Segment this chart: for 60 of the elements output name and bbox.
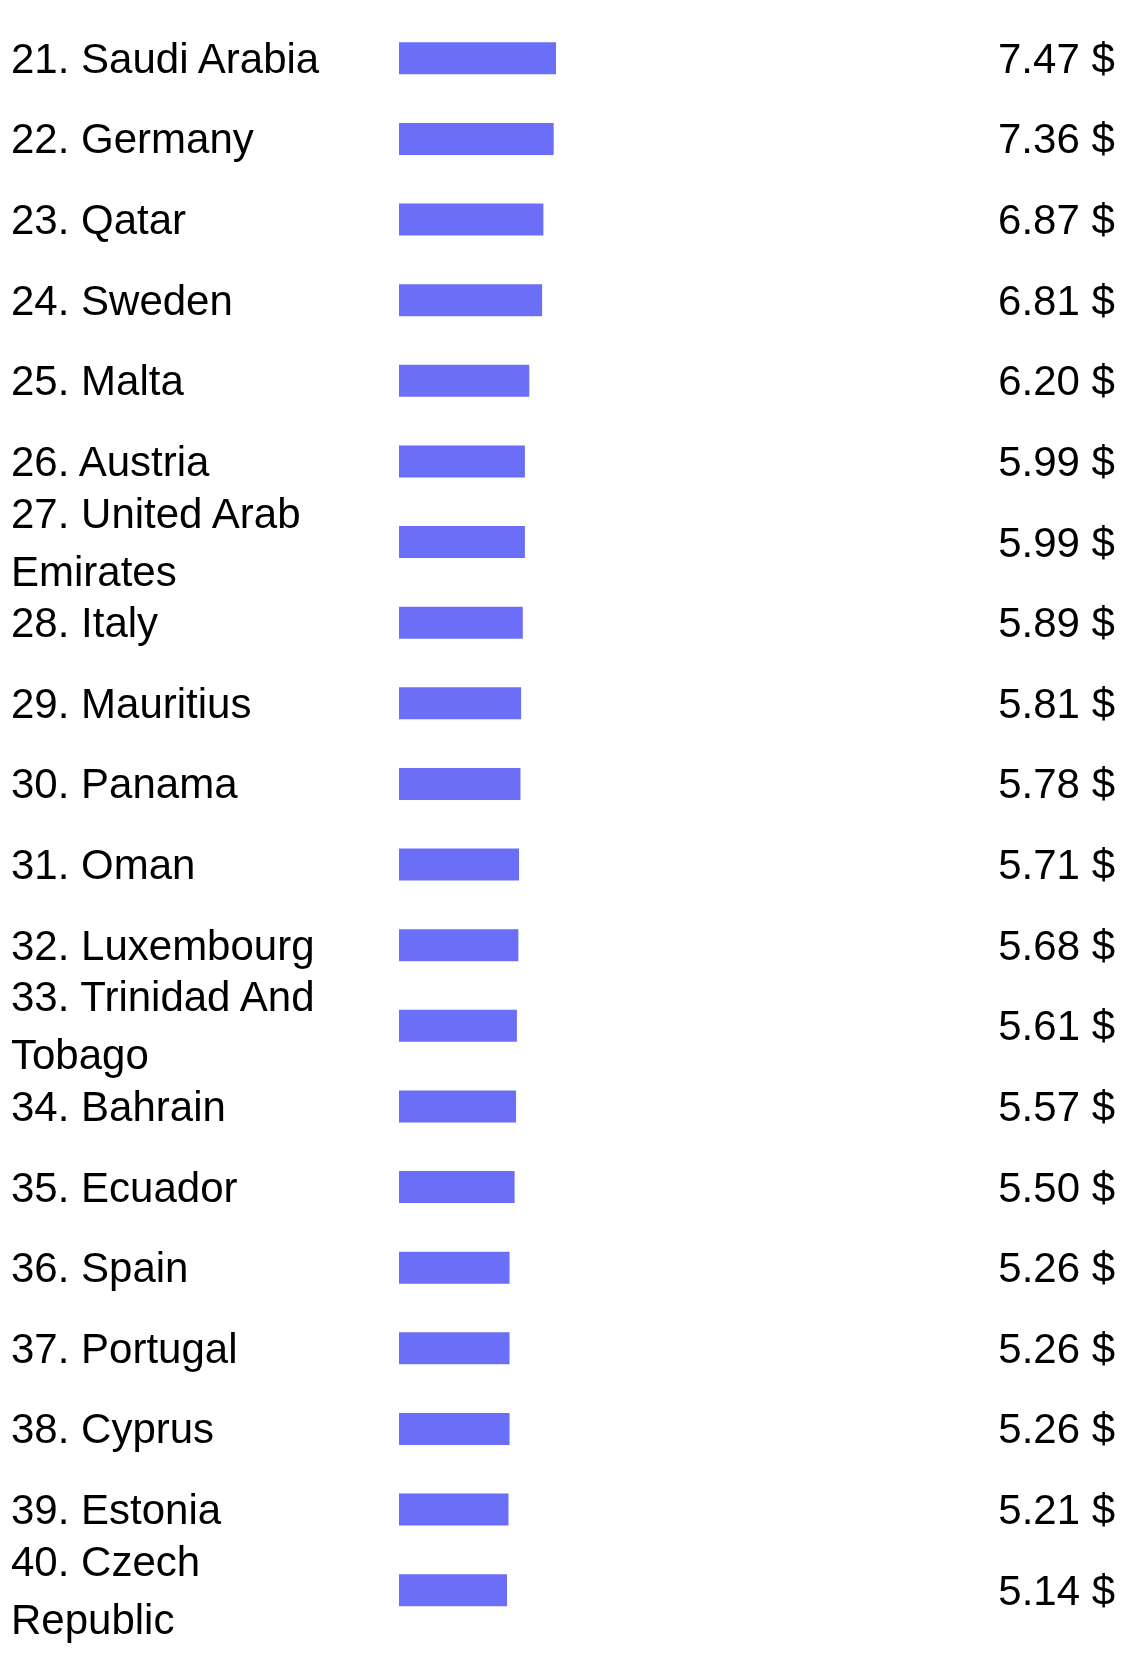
- y-tick-label: 21. Saudi Arabia: [11, 34, 320, 82]
- bar: [399, 122, 554, 155]
- y-tick-label: 24. Sweden: [11, 276, 233, 324]
- bar: [399, 1251, 510, 1284]
- data-label: 5.14 $: [998, 1566, 1116, 1614]
- data-label: 7.47 $: [998, 34, 1115, 82]
- y-tick-label: 25. Malta: [11, 357, 185, 405]
- bar: [399, 1090, 517, 1123]
- y-tick-label: 23. Qatar: [11, 196, 187, 244]
- bar: [399, 42, 556, 75]
- bar: [399, 364, 530, 397]
- y-tick-label: 34. Bahrain: [11, 1082, 226, 1130]
- y-tick-label: 36. Spain: [11, 1244, 189, 1292]
- data-label: 5.99 $: [998, 518, 1115, 566]
- bar: [399, 929, 519, 962]
- y-tick-label: 31. Oman: [11, 841, 196, 889]
- data-label: 5.57 $: [998, 1082, 1116, 1130]
- y-tick-label: 35. Ecuador: [11, 1163, 238, 1211]
- bar: [399, 1332, 510, 1365]
- bar: [399, 1493, 509, 1526]
- data-label: 5.78 $: [998, 760, 1116, 808]
- data-label: 5.68 $: [998, 921, 1116, 969]
- y-tick-label: 29. Mauritius: [11, 679, 252, 727]
- bar: [399, 1574, 508, 1607]
- bar: [399, 767, 521, 800]
- y-tick-label: 33. Trinidad And Tobago: [11, 973, 327, 1079]
- y-tick-label: 39. Estonia: [11, 1486, 222, 1534]
- data-label: 5.61 $: [998, 1002, 1116, 1050]
- data-label: 5.50 $: [998, 1163, 1116, 1211]
- data-label: 6.20 $: [998, 357, 1115, 405]
- data-label: 5.71 $: [998, 841, 1116, 889]
- y-tick-label: 26. Austria: [11, 437, 211, 485]
- bar: [399, 1009, 517, 1042]
- bar: [399, 1412, 510, 1445]
- data-label: 5.21 $: [998, 1486, 1116, 1534]
- data-label: 5.81 $: [998, 679, 1115, 727]
- bar: [399, 526, 525, 559]
- data-label: 6.87 $: [998, 196, 1115, 244]
- bar: [399, 687, 522, 720]
- y-tick-label: 28. Italy: [11, 599, 159, 647]
- y-tick-label: 37. Portugal: [11, 1324, 238, 1372]
- data-label: 5.99 $: [998, 437, 1115, 485]
- bar: [399, 203, 544, 236]
- data-label: 5.26 $: [998, 1244, 1116, 1292]
- bar: [399, 284, 543, 317]
- y-tick-label: 40. Czech Republic: [11, 1537, 212, 1643]
- y-tick-label: 30. Panama: [11, 760, 239, 808]
- data-label: 5.89 $: [998, 599, 1115, 647]
- y-tick-label: 38. Cyprus: [11, 1405, 215, 1453]
- bar: [399, 1171, 515, 1204]
- y-tick-label: 32. Luxembourg: [11, 921, 315, 969]
- bar: [399, 848, 520, 881]
- data-label: 5.26 $: [998, 1324, 1116, 1372]
- y-tick-label: 22. Germany: [11, 115, 254, 163]
- bar: [399, 445, 525, 478]
- data-label: 7.36 $: [998, 115, 1115, 163]
- bar: [399, 606, 523, 639]
- y-tick-label: 27. United Arab Emirates: [11, 489, 313, 595]
- data-label: 5.26 $: [998, 1405, 1116, 1453]
- data-label: 6.81 $: [998, 276, 1115, 324]
